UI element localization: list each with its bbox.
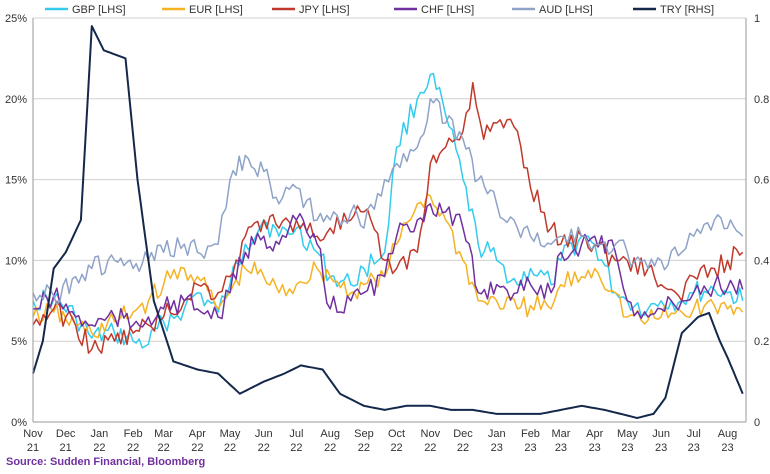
legend: GBP [LHS] EUR [LHS] JPY [LHS] CHF [LHS] AUD …	[45, 4, 714, 16]
x-tick-label: Jun 22	[255, 428, 273, 454]
x-tick-year: 23	[688, 442, 700, 454]
x-tick-label: Jan 23	[488, 428, 506, 454]
x-tick-year: 22	[158, 442, 170, 454]
x-tick-label: May 22	[220, 428, 241, 454]
left-tick-label: 0%	[11, 417, 27, 429]
right-tick-label: 1	[754, 13, 760, 25]
x-tick-year: 23	[524, 442, 536, 454]
x-tick-month: Aug	[320, 428, 340, 440]
legend-label: GBP [LHS]	[72, 4, 126, 16]
left-tick-label: 5%	[11, 336, 27, 348]
x-tick-label: Sep 22	[354, 428, 374, 454]
x-tick-label: Mar 23	[551, 428, 570, 454]
right-tick-label: 0	[754, 417, 760, 429]
x-tick-label: Feb 22	[124, 428, 143, 454]
x-tick-month: Dec	[453, 428, 473, 440]
x-tick-month: Apr	[189, 428, 206, 440]
x-tick-month: May	[617, 428, 638, 440]
x-tick-label: Dec 22	[453, 428, 473, 454]
x-tick-year: 22	[93, 442, 105, 454]
x-tick-month: Aug	[718, 428, 738, 440]
x-tick-label: Jul 22	[289, 428, 303, 454]
x-tick-month: Jan	[91, 428, 109, 440]
x-tick-month: Sep	[354, 428, 374, 440]
x-tick-label: Feb 23	[521, 428, 540, 454]
x-tick-year: 22	[324, 442, 336, 454]
x-tick-month: Jan	[488, 428, 506, 440]
right-tick-label: 0.8	[754, 94, 769, 106]
x-tick-label: Jul 23	[687, 428, 701, 454]
x-tick-label: Jun 23	[652, 428, 670, 454]
series-line-aud	[32, 97, 744, 305]
x-tick-month: May	[220, 428, 241, 440]
right-tick-label: 0.6	[754, 175, 769, 187]
x-tick-month: Feb	[521, 428, 540, 440]
x-tick-label: Aug 23	[718, 428, 738, 454]
x-tick-year: 23	[555, 442, 567, 454]
legend-label: CHF [LHS]	[421, 4, 474, 16]
right-tick-label: 0.4	[754, 255, 769, 267]
x-tick-year: 21	[27, 442, 39, 454]
series-line-try	[32, 25, 744, 419]
x-tick-month: Nov	[23, 428, 43, 440]
x-tick-label: Oct 22	[388, 428, 405, 454]
x-tick-label: Jan 22	[91, 428, 109, 454]
x-tick-year: 23	[721, 442, 733, 454]
legend-label: EUR [LHS]	[189, 4, 243, 16]
x-tick-year: 22	[127, 442, 139, 454]
x-tick-label: Dec 21	[56, 428, 76, 454]
x-tick-year: 22	[358, 442, 370, 454]
left-tick-label: 20%	[5, 94, 27, 106]
x-tick-label: Apr 23	[586, 428, 603, 454]
axes: 0% 5% 10% 15% 20% 25% 0 0.2 0.4 0.6 0.8 1 Nov 21 Dec 21…	[5, 13, 769, 454]
x-tick-month: Jun	[652, 428, 670, 440]
right-tick-label: 0.2	[754, 336, 769, 348]
x-tick-label: Apr 22	[189, 428, 206, 454]
x-tick-month: Dec	[56, 428, 76, 440]
x-tick-month: Mar	[551, 428, 570, 440]
x-tick-month: Jul	[289, 428, 303, 440]
x-tick-label: Aug 22	[320, 428, 340, 454]
series-line-chf	[33, 202, 744, 329]
x-tick-year: 21	[60, 442, 72, 454]
x-tick-label: Nov 21	[23, 428, 43, 454]
x-tick-year: 23	[491, 442, 503, 454]
series-line-jpy	[32, 81, 744, 354]
x-tick-year: 22	[424, 442, 436, 454]
x-tick-month: Feb	[124, 428, 143, 440]
x-tick-year: 22	[224, 442, 236, 454]
x-tick-label: May 23	[617, 428, 638, 454]
left-tick-label: 15%	[5, 175, 27, 187]
left-tick-label: 10%	[5, 255, 27, 267]
x-tick-year: 22	[390, 442, 402, 454]
series-line-eur	[32, 193, 744, 339]
x-tick-year: 22	[457, 442, 469, 454]
source-note: Source: Sudden Financial, Bloomberg	[6, 456, 206, 468]
x-tick-year: 23	[655, 442, 667, 454]
x-tick-month: Jul	[687, 428, 701, 440]
legend-label: JPY [LHS]	[299, 4, 350, 16]
x-tick-month: Apr	[586, 428, 603, 440]
x-tick-year: 23	[589, 442, 601, 454]
legend-label: TRY [RHS]	[660, 4, 714, 16]
x-tick-month: Oct	[388, 428, 405, 440]
x-tick-month: Jun	[255, 428, 273, 440]
series-line-gbp	[32, 72, 744, 349]
x-tick-year: 22	[290, 442, 302, 454]
x-tick-year: 23	[621, 442, 633, 454]
x-tick-label: Nov 22	[421, 428, 441, 454]
x-tick-year: 22	[191, 442, 203, 454]
left-tick-label: 25%	[5, 13, 27, 25]
x-tick-year: 22	[258, 442, 270, 454]
x-tick-month: Nov	[421, 428, 441, 440]
legend-label: AUD [LHS]	[539, 4, 593, 16]
x-tick-month: Mar	[154, 428, 173, 440]
series-lines	[32, 25, 744, 419]
x-tick-label: Mar 22	[154, 428, 173, 454]
